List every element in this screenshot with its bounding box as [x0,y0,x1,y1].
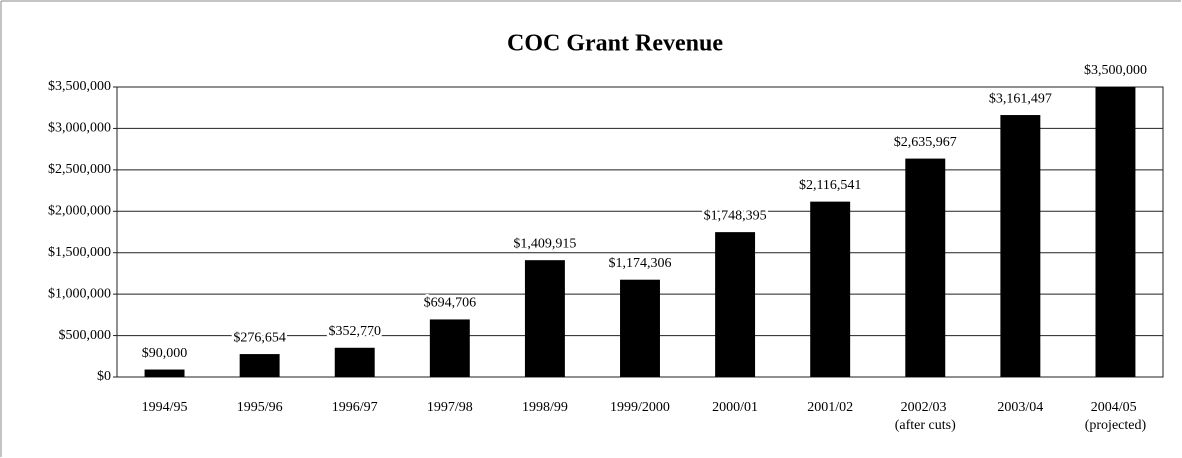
value-label: $1,409,915 [513,236,576,251]
x-tick-label: 1999/2000 [610,400,670,415]
value-label: $2,116,541 [799,178,861,193]
x-tick-label: 1995/96 [237,400,283,415]
bar [715,232,756,377]
value-label: $352,770 [328,324,381,339]
x-tick-label: 1996/97 [332,400,378,415]
value-label: $1,748,395 [704,208,767,223]
y-tick-label: $0 [97,369,111,384]
bar [429,319,470,377]
y-tick-label: $500,000 [59,328,112,343]
x-tick-label: 2003/04 [997,400,1043,415]
y-tick-label: $3,000,000 [48,121,111,136]
x-tick-label: 2002/03 (after cuts) [895,400,956,433]
x-tick-label: 1998/99 [522,400,568,415]
chart-title: COC Grant Revenue [507,31,723,57]
y-tick-label: $2,500,000 [48,162,111,177]
value-label: $1,174,306 [609,256,672,271]
x-tick-label: 2001/02 [807,400,853,415]
value-label: $3,161,497 [989,91,1052,106]
y-tick-label: $3,500,000 [48,79,111,94]
y-tick-label: $1,000,000 [48,286,111,301]
y-tick-label: $1,500,000 [48,245,111,260]
value-label: $276,654 [233,330,286,345]
bar [1095,87,1136,377]
value-label: $2,635,967 [894,135,957,150]
x-tick-label: 1994/95 [142,400,188,415]
value-label: $694,706 [424,296,477,311]
bar [1000,115,1041,377]
x-tick-label: 2004/05 (projected) [1085,400,1147,433]
x-tick-label: 1997/98 [427,400,473,415]
bar [144,369,185,377]
bar [334,347,375,377]
x-tick-label: 2000/01 [712,400,758,415]
bar [239,354,280,377]
bar [810,201,851,377]
bar [905,158,946,377]
bar [620,279,660,377]
value-label: $90,000 [142,346,188,361]
y-tick-label: $2,000,000 [48,204,111,219]
value-label: $3,500,000 [1084,63,1147,78]
bar [524,260,565,377]
